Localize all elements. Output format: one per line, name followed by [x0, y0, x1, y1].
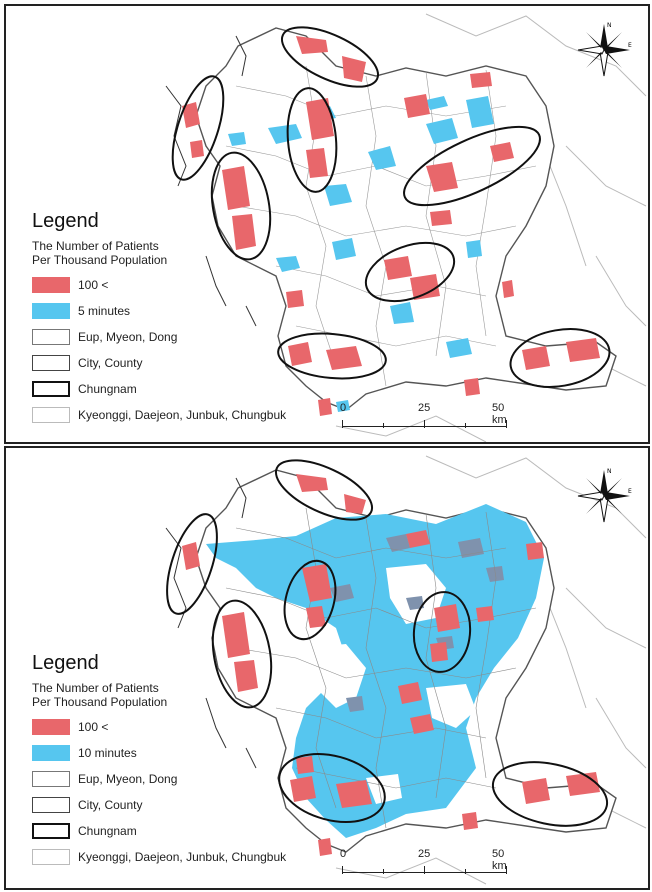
legend-item-label: Kyeonggi, Daejeon, Junbuk, Chungbuk: [78, 408, 287, 422]
scale-label-50: 50 km: [492, 402, 507, 426]
legend-title: Legend: [32, 210, 99, 232]
legend-item-patients: 100 <: [32, 275, 282, 295]
highlight-ellipses: [171, 26, 611, 388]
scale-label-0: 0: [340, 402, 347, 414]
legend-item-label: City, County: [78, 798, 143, 812]
scale-tick: [342, 866, 343, 874]
legend-item-chungnam: Chungnam: [32, 821, 282, 841]
north-arrow-icon: N E: [574, 466, 634, 526]
legend-subtitle-line: The Number of Patients: [32, 681, 159, 695]
legend-item-city-county: City, County: [32, 353, 282, 373]
legend-item-access: 10 minutes: [32, 743, 282, 763]
scale-label-25: 25: [418, 402, 431, 414]
north-letter: N: [607, 468, 612, 475]
legend-swatch-outline-medium: [32, 797, 70, 813]
coastline-islands: [165, 35, 257, 327]
legend-title: Legend: [32, 652, 99, 674]
legend-swatch-outline-thin: [32, 771, 70, 787]
scale-tick: [342, 420, 343, 428]
scale-label-50: 50 km: [492, 848, 507, 872]
scale-label-0: 0: [340, 848, 347, 860]
scale-bar: 0 25 50 km: [340, 848, 512, 880]
legend-item-city-county: City, County: [32, 795, 282, 815]
scale-bar: 0 25 50 km: [340, 402, 512, 434]
legend-swatch-outline-thick: [32, 823, 70, 839]
east-letter: E: [628, 42, 632, 49]
high-patient-areas: [182, 36, 600, 416]
legend-item-label: Chungnam: [78, 382, 137, 396]
legend-swatch-outline-medium: [32, 355, 70, 371]
legend-swatch-red: [32, 277, 70, 293]
north-arrow-icon: N E: [574, 20, 634, 80]
legend-subtitle-line: The Number of Patients: [32, 239, 159, 253]
access-areas: [206, 504, 544, 838]
legend-swatch-red: [32, 719, 70, 735]
north-letter: N: [607, 22, 612, 29]
legend-item-label: City, County: [78, 356, 143, 370]
legend-item-eup-myeon-dong: Eup, Myeon, Dong: [32, 769, 282, 789]
map-panel-five-minutes: N E Legend The Number of Patients Per Th…: [4, 4, 650, 444]
legend-item-label: Eup, Myeon, Dong: [78, 772, 178, 786]
chungnam-map: [165, 455, 647, 885]
legend: Legend The Number of Patients Per Thousa…: [32, 652, 286, 873]
legend-subtitle-line: Per Thousand Population: [32, 695, 168, 709]
scale-tick: [424, 866, 425, 874]
legend-item-chungnam: Chungnam: [32, 379, 282, 399]
legend-swatch-outline-light: [32, 407, 70, 423]
legend-item-label: Kyeonggi, Daejeon, Junbuk, Chungbuk: [78, 850, 287, 864]
legend-item-label: Chungnam: [78, 824, 137, 838]
east-letter: E: [628, 488, 632, 495]
legend-swatch-blue: [32, 303, 70, 319]
legend-item-label: 10 minutes: [78, 746, 137, 760]
legend-swatch-outline-light: [32, 849, 70, 865]
legend-item-label: Eup, Myeon, Dong: [78, 330, 178, 344]
scale-label-25: 25: [418, 848, 431, 860]
legend-subtitle: The Number of Patients Per Thousand Popu…: [32, 239, 282, 267]
legend-swatch-outline-thin: [32, 329, 70, 345]
legend-item-label: 5 minutes: [78, 304, 131, 318]
legend-item-patients: 100 <: [32, 717, 282, 737]
legend: Legend The Number of Patients Per Thousa…: [32, 210, 286, 431]
legend-subtitle: The Number of Patients Per Thousand Popu…: [32, 681, 282, 709]
map-panel-ten-minutes: N E Legend The Number of Patients Per Th…: [4, 446, 650, 890]
legend-item-access: 5 minutes: [32, 301, 282, 321]
highlight-ellipses: [166, 459, 609, 827]
scale-tick: [506, 420, 507, 428]
legend-subtitle-line: Per Thousand Population: [32, 253, 168, 267]
chungnam-map: [165, 13, 647, 442]
scale-tick: [383, 869, 384, 874]
coastline-islands: [165, 477, 257, 769]
legend-swatch-outline-thick: [32, 381, 70, 397]
scale-tick: [465, 423, 466, 428]
scale-tick: [465, 869, 466, 874]
legend-item-neighbors: Kyeonggi, Daejeon, Junbuk, Chungbuk: [32, 405, 286, 425]
legend-item-neighbors: Kyeonggi, Daejeon, Junbuk, Chungbuk: [32, 847, 286, 867]
legend-swatch-blue: [32, 745, 70, 761]
scale-tick: [383, 423, 384, 428]
legend-item-label: 100 <: [78, 720, 109, 734]
legend-item-eup-myeon-dong: Eup, Myeon, Dong: [32, 327, 282, 347]
legend-item-label: 100 <: [78, 278, 109, 292]
scale-tick: [506, 866, 507, 874]
scale-tick: [424, 420, 425, 428]
high-patient-areas: [182, 474, 600, 856]
